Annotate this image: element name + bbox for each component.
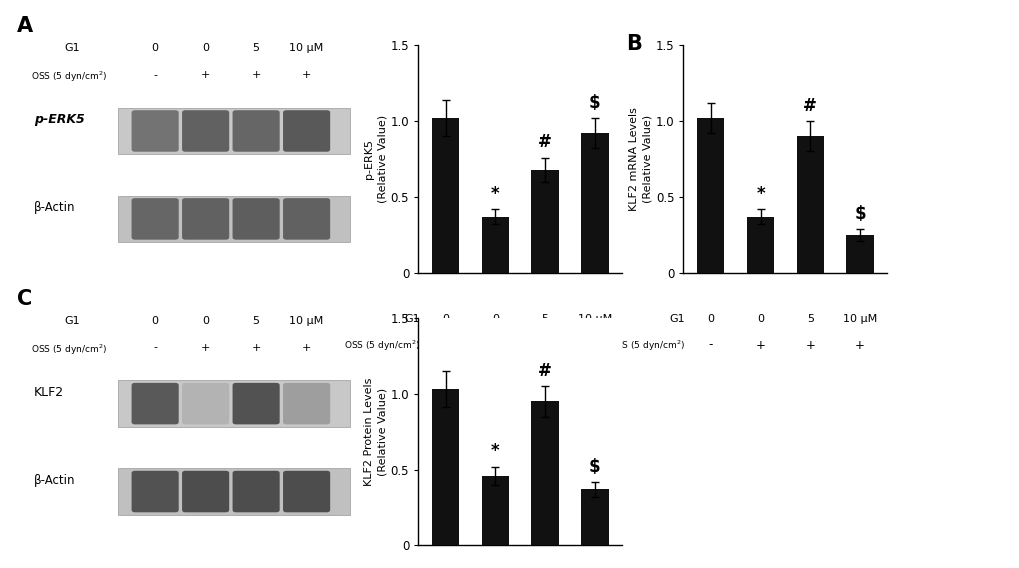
Bar [431, 118, 459, 273]
FancyBboxPatch shape [181, 471, 229, 512]
FancyBboxPatch shape [181, 383, 229, 424]
Text: 10 μM: 10 μM [577, 314, 611, 324]
Text: +: + [755, 339, 764, 352]
FancyBboxPatch shape [283, 198, 330, 240]
Text: β-Actin: β-Actin [34, 474, 75, 487]
Bar [118, 381, 351, 427]
Text: 0: 0 [202, 316, 209, 325]
Text: +: + [302, 343, 311, 353]
Bar [118, 196, 351, 242]
Y-axis label: p-ERK5
(Relative Value): p-ERK5 (Relative Value) [364, 115, 387, 203]
Text: -: - [153, 343, 157, 353]
Text: G1: G1 [668, 314, 684, 324]
Text: *: * [490, 442, 499, 461]
FancyBboxPatch shape [232, 471, 279, 512]
Text: G1: G1 [404, 314, 419, 324]
FancyBboxPatch shape [131, 383, 178, 424]
Bar [531, 170, 558, 273]
Text: +: + [201, 343, 210, 353]
Bar [531, 402, 558, 545]
Text: +: + [302, 70, 311, 80]
Text: #: # [538, 133, 551, 152]
Text: OSS (5 dyn/cm$^2$): OSS (5 dyn/cm$^2$) [343, 339, 419, 353]
Text: 0: 0 [202, 43, 209, 53]
Text: 5: 5 [541, 314, 548, 324]
Text: $: $ [588, 458, 600, 475]
Text: 0: 0 [152, 316, 159, 325]
Bar [746, 216, 773, 273]
Y-axis label: KLF2 Protein Levels
(Relative Value): KLF2 Protein Levels (Relative Value) [364, 378, 387, 486]
Text: +: + [805, 339, 814, 352]
Text: p-ERK5: p-ERK5 [34, 113, 85, 126]
FancyBboxPatch shape [283, 471, 330, 512]
Bar [581, 133, 608, 273]
Text: 10 μM: 10 μM [842, 314, 876, 324]
Text: -: - [443, 339, 447, 352]
Text: *: * [490, 185, 499, 203]
FancyBboxPatch shape [131, 110, 178, 152]
Text: 10 μM: 10 μM [289, 43, 323, 53]
FancyBboxPatch shape [283, 383, 330, 424]
Text: 0: 0 [706, 314, 713, 324]
Text: $: $ [853, 204, 865, 223]
Text: OSS (5 dyn/cm$^2$): OSS (5 dyn/cm$^2$) [31, 343, 107, 357]
Text: 5: 5 [253, 43, 260, 53]
Text: #: # [803, 97, 816, 115]
FancyBboxPatch shape [283, 110, 330, 152]
Bar [481, 475, 508, 545]
Text: -: - [153, 70, 157, 80]
Text: G1: G1 [64, 316, 79, 325]
Text: -: - [708, 339, 712, 352]
Text: #: # [538, 362, 551, 380]
Bar [118, 469, 351, 515]
Bar [696, 118, 723, 273]
Bar [481, 216, 508, 273]
Text: 10 μM: 10 μM [289, 316, 323, 325]
FancyBboxPatch shape [232, 198, 279, 240]
Y-axis label: KLF2 mRNA Levels
(Relative Value): KLF2 mRNA Levels (Relative Value) [629, 107, 652, 211]
FancyBboxPatch shape [131, 198, 178, 240]
Text: $: $ [588, 94, 600, 112]
Text: B: B [626, 34, 642, 54]
FancyBboxPatch shape [232, 383, 279, 424]
Text: +: + [252, 70, 261, 80]
FancyBboxPatch shape [181, 198, 229, 240]
Text: 5: 5 [806, 314, 813, 324]
Text: *: * [755, 185, 764, 203]
Text: +: + [540, 339, 549, 352]
FancyBboxPatch shape [181, 110, 229, 152]
Text: A: A [17, 16, 34, 36]
Text: 0: 0 [152, 43, 159, 53]
Text: +: + [252, 343, 261, 353]
Text: +: + [589, 339, 599, 352]
FancyBboxPatch shape [232, 110, 279, 152]
Text: 0: 0 [441, 314, 448, 324]
Text: G1: G1 [64, 43, 79, 53]
Text: OSS (5 dyn/cm$^2$): OSS (5 dyn/cm$^2$) [608, 339, 684, 353]
Bar [431, 389, 459, 545]
Text: 5: 5 [253, 316, 260, 325]
Bar [796, 136, 823, 273]
Text: +: + [490, 339, 499, 352]
Text: KLF2: KLF2 [34, 386, 64, 399]
Text: 0: 0 [756, 314, 763, 324]
Text: 0: 0 [491, 314, 498, 324]
Bar [118, 108, 351, 154]
Bar [846, 235, 873, 273]
Text: C: C [17, 289, 33, 309]
FancyBboxPatch shape [131, 471, 178, 512]
Text: +: + [854, 339, 864, 352]
Text: OSS (5 dyn/cm$^2$): OSS (5 dyn/cm$^2$) [31, 70, 107, 84]
Text: +: + [201, 70, 210, 80]
Text: β-Actin: β-Actin [34, 201, 75, 214]
Bar [581, 489, 608, 545]
